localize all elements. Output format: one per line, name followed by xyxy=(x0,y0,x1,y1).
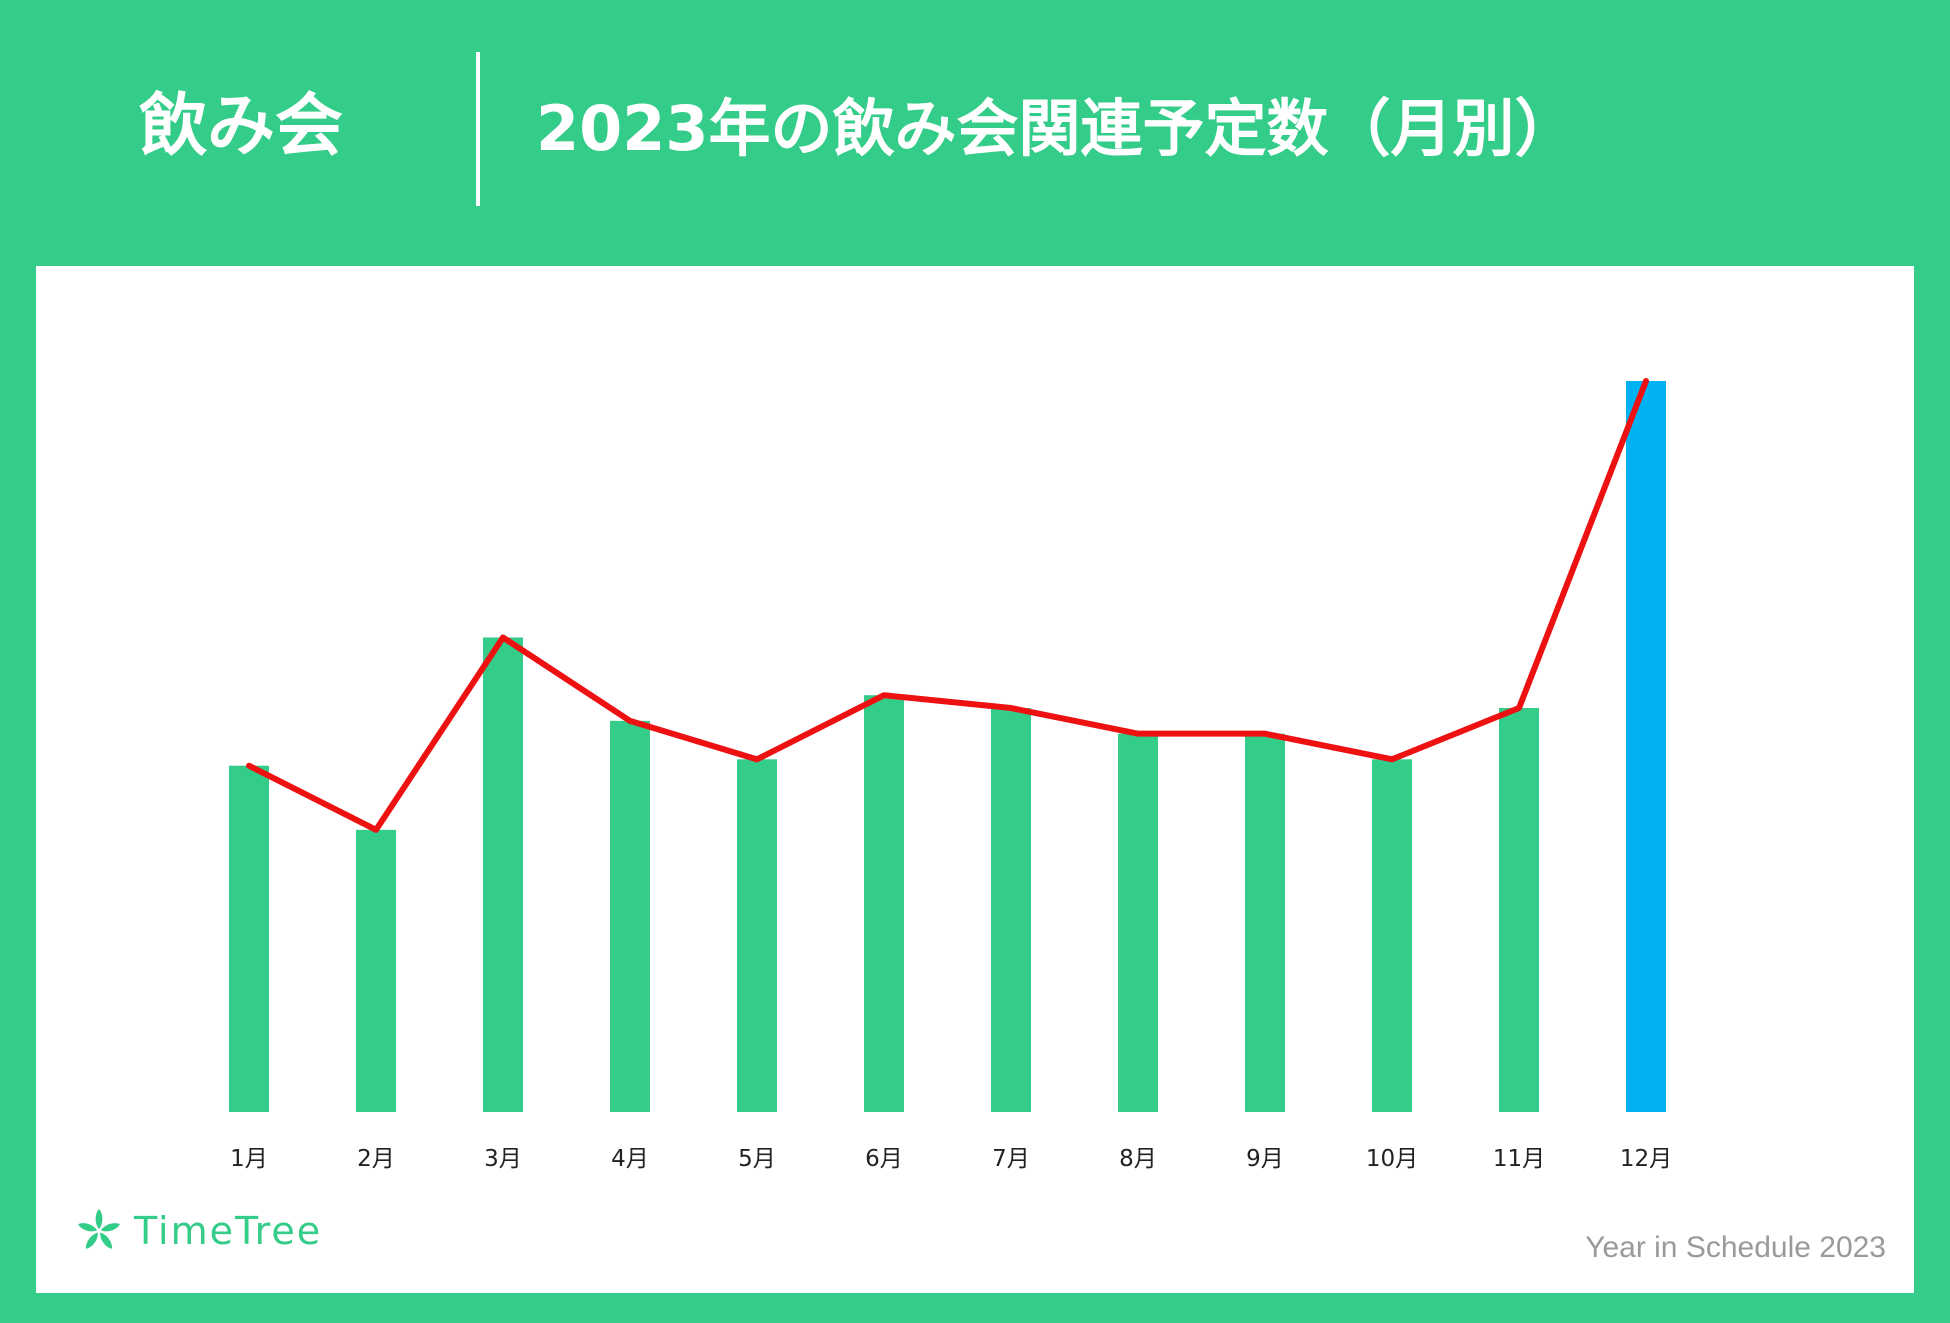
category-label: 飲み会 xyxy=(139,87,344,166)
bar-12月 xyxy=(1626,381,1666,1112)
chart-title: 2023年の飲み会関連予定数（月別） xyxy=(536,92,1577,165)
x-tick-label: 11月 xyxy=(1493,1146,1545,1172)
header: 飲み会 2023年の飲み会関連予定数（月別） xyxy=(0,0,1950,266)
trend-line xyxy=(246,378,1649,833)
x-tick-label: 3月 xyxy=(484,1146,522,1172)
x-tick-label: 12月 xyxy=(1620,1146,1672,1172)
brand-name: TimeTree xyxy=(134,1209,323,1253)
chart-panel: 1月 2月 3月 4月 5月 6月 7月 8月 9月 10月 11月 12月 TimeTree Yea… xyxy=(36,266,1914,1293)
bar-8月 xyxy=(1118,733,1158,1112)
bar-3月 xyxy=(483,637,523,1112)
bar-line-chart: 1月 2月 3月 4月 5月 6月 7月 8月 9月 10月 11月 12月 xyxy=(229,378,1672,1172)
x-tick-label: 6月 xyxy=(865,1146,903,1172)
timetree-logo: TimeTree xyxy=(76,1201,322,1261)
footer-caption: Year in Schedule 2023 xyxy=(1585,1231,1886,1264)
bar-9月 xyxy=(1245,733,1285,1112)
bar-10月 xyxy=(1372,759,1412,1112)
bar-4月 xyxy=(610,720,650,1112)
bar-11月 xyxy=(1499,708,1539,1112)
x-tick-label: 10月 xyxy=(1366,1146,1418,1172)
timetree-leaf-icon xyxy=(78,1209,120,1249)
x-tick-label: 1月 xyxy=(230,1146,268,1172)
bar-6月 xyxy=(864,695,904,1112)
header-divider xyxy=(476,52,480,206)
x-tick-label: 7月 xyxy=(992,1146,1030,1172)
bar-5月 xyxy=(737,759,777,1112)
x-tick-label: 8月 xyxy=(1119,1146,1157,1172)
bar-1月 xyxy=(229,765,269,1112)
bar-7月 xyxy=(991,708,1031,1112)
x-tick-label: 4月 xyxy=(611,1146,649,1172)
x-tick-label: 2月 xyxy=(357,1146,395,1172)
x-tick-label: 9月 xyxy=(1246,1146,1284,1172)
bar-2月 xyxy=(356,829,396,1112)
x-tick-label: 5月 xyxy=(738,1146,776,1172)
